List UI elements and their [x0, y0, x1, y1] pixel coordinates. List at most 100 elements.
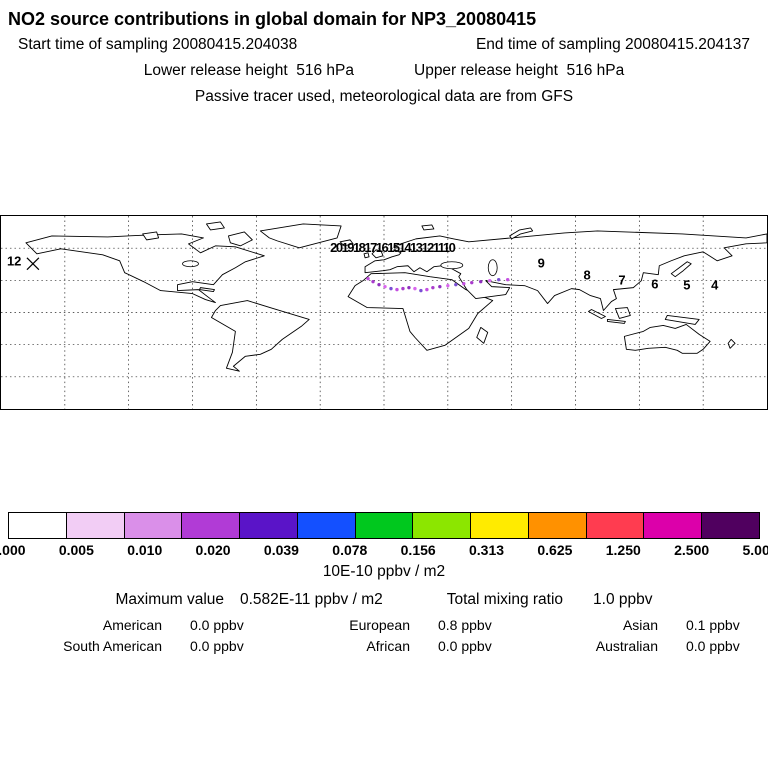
greenland-outline [259, 223, 342, 249]
colorbar-tick-label: 0.625 [537, 542, 573, 558]
region-name: Asian [622, 617, 658, 633]
inland-seas [182, 259, 498, 277]
trajectory-cluster-label: 2019181716151413121110 [330, 240, 455, 255]
ireland-outline [363, 252, 370, 259]
upper-release-text: Upper release height 516 hPa [414, 62, 625, 79]
colorbar-segment [296, 513, 355, 538]
lower-release-text: Lower release height 516 hPa [143, 62, 354, 79]
max-value: 0.582E-11 ppbv / m2 [240, 591, 383, 608]
region-name: South American [63, 638, 162, 654]
plume-dot [371, 279, 375, 284]
colorbar-segment [701, 513, 759, 538]
region-value: 0.8 ppbv [438, 617, 492, 633]
plume-dot [470, 280, 474, 285]
plume-dot [407, 285, 411, 290]
north-america-outline [25, 233, 265, 303]
madagascar-outline [476, 326, 489, 344]
colorbar-tick-label: 0.010 [127, 542, 163, 558]
plot-header: NO2 source contributions in global domai… [0, 6, 768, 110]
black-sea [440, 261, 464, 270]
colorbar-segment [470, 513, 528, 538]
plume-dots [366, 276, 510, 293]
colorbar-tick-label: 0.005 [58, 542, 94, 558]
plume-dot [446, 283, 450, 288]
sumatra-outline [588, 309, 606, 319]
trajectory-point-label: 8 [583, 268, 590, 283]
total-mixing-ratio-value: 1.0 ppbv [593, 591, 653, 608]
end-time-text: End time of sampling 20080415.204137 [475, 36, 750, 53]
colorbar-segment [65, 513, 124, 538]
colorbar-tick-label: 2.500 [674, 542, 710, 558]
colorbar-segment [643, 513, 702, 538]
colorbar-tick-label: 0.313 [469, 542, 505, 558]
release-heights-row: Lower release height 516 hPa Upper relea… [0, 58, 768, 84]
plot-title: NO2 source contributions in global domai… [8, 9, 537, 29]
plume-dot [377, 282, 381, 287]
plume-dot [505, 277, 510, 282]
baffin-island-outline [227, 231, 253, 247]
colorbar-tick-label: 0.020 [195, 542, 231, 558]
tracer-note: Passive tracer used, meteorological data… [194, 88, 574, 105]
colorbar-units-label: 10E-10 ppbv / m2 [322, 563, 446, 580]
max-value-label: Maximum value [115, 591, 224, 608]
colorbar-segment [585, 513, 644, 538]
plume-dot [395, 287, 399, 292]
trajectory-point-label: 4 [711, 278, 719, 293]
region-row: Asian 0.1 ppbv [508, 617, 756, 633]
plume-dot [462, 281, 466, 286]
region-value: 0.0 ppbv [190, 617, 244, 633]
plume-dot [454, 282, 458, 287]
svalbard-outline [421, 224, 435, 231]
region-row: Australian 0.0 ppbv [508, 638, 756, 654]
region-value: 0.1 ppbv [686, 617, 740, 633]
region-row: African 0.0 ppbv [260, 638, 508, 654]
java-outline [606, 319, 626, 324]
trajectory-start-marker-icon [26, 257, 40, 271]
colorbar-segment [9, 513, 66, 538]
region-value: 0.0 ppbv [438, 638, 492, 654]
plume-dot [383, 284, 387, 289]
colorbar-tick-label: 1.250 [605, 542, 641, 558]
region-row: South American 0.0 ppbv [12, 638, 260, 654]
world-map: 2019181716151413121110 12 9 8 7 6 5 4 [0, 215, 768, 410]
borneo-outline [614, 307, 631, 319]
ellesmere-island-outline [206, 221, 225, 231]
colorbar-segment [412, 513, 471, 538]
plume-dot [401, 286, 405, 291]
caspian-sea [487, 259, 498, 277]
plume-dot [479, 279, 483, 284]
great-lakes [182, 260, 199, 268]
colorbar-tick-label: 5.000 [742, 542, 768, 558]
south-america-outline [211, 300, 310, 372]
trajectory-point-label: 9 [538, 256, 545, 271]
plume-dot [389, 286, 393, 291]
colorbar [8, 512, 760, 539]
region-row: European 0.8 ppbv [260, 617, 508, 633]
tracer-note-row: Passive tracer used, meteorological data… [0, 84, 768, 110]
colorbar-segment [181, 513, 240, 538]
plume-dot [497, 277, 501, 282]
total-mixing-ratio-label: Total mixing ratio [446, 591, 564, 608]
sampling-times-row: Start time of sampling 20080415.204038 E… [0, 32, 768, 58]
trajectory-point-label: 5 [683, 278, 690, 293]
colorbar-segment [123, 513, 182, 538]
new-zealand-outline [727, 338, 736, 349]
region-name: European [349, 617, 410, 633]
world-map-svg: 2019181716151413121110 12 9 8 7 6 5 4 [1, 216, 768, 409]
region-row: American 0.0 ppbv [12, 617, 260, 633]
plume-dot [431, 285, 435, 290]
region-value: 0.0 ppbv [686, 638, 740, 654]
plume-dot [425, 287, 429, 292]
uk-outline [371, 249, 384, 259]
region-contributions: American 0.0 ppbv European 0.8 ppbv Asian 0.1… [12, 617, 756, 654]
victoria-island-outline [142, 231, 160, 241]
region-name: Australian [595, 638, 658, 654]
start-time-text: Start time of sampling 20080415.204038 [18, 36, 298, 53]
colorbar-segment [239, 513, 297, 538]
colorbar-segment [527, 513, 586, 538]
region-name: African [366, 638, 410, 654]
japan-outline [670, 261, 692, 278]
iceland-outline [339, 239, 354, 247]
new-guinea-outline [664, 315, 700, 325]
